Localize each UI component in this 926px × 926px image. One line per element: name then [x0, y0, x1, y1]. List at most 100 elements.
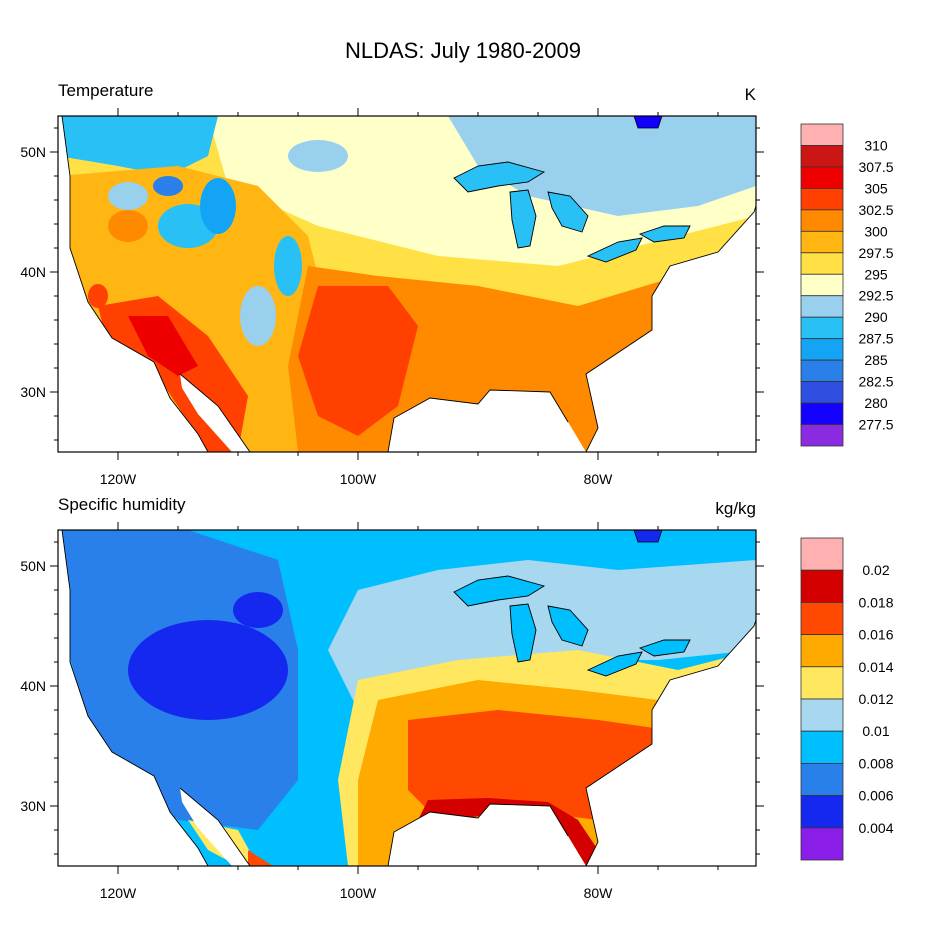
gulf-of-california: [180, 374, 250, 452]
colorbar-box: [800, 381, 844, 404]
humidity-panel: Specific humidity kg/kg 50N 40N 30N 120W 100W 8…: [20, 495, 893, 901]
coastline: [179, 787, 251, 866]
colorbar-box: [800, 795, 844, 829]
colorbar-label: 282.5: [858, 374, 893, 390]
colorbar-box: [800, 666, 844, 700]
lon-label: 80W: [584, 471, 614, 487]
colorbar-box: [800, 123, 844, 146]
contour-region: [288, 140, 348, 172]
colorbar-label: 290: [864, 309, 888, 325]
lon-label: 120W: [100, 885, 137, 901]
lat-label: 40N: [20, 264, 46, 280]
colorbar-box: [800, 295, 844, 318]
colorbar-label: 0.008: [858, 755, 893, 771]
temperature-panel: Temperature K 50N 40N 30N 120W 100W 80W 310 307.5…: [20, 81, 893, 487]
colorbar-box: [800, 730, 844, 764]
colorbar-label: 0.004: [858, 820, 893, 836]
great-lake: [586, 237, 643, 263]
map-field: [58, 116, 756, 452]
great-lake: [547, 191, 589, 233]
james-bay: [633, 530, 663, 543]
colorbar-box: [800, 424, 844, 447]
atlantic-gulf-ocean: [388, 620, 756, 866]
panel-left-string: Temperature: [58, 81, 153, 100]
colorbar-label: 0.02: [862, 562, 889, 578]
great-lake: [453, 575, 546, 607]
lat-label: 50N: [20, 144, 46, 160]
contour-region: [200, 178, 236, 234]
lat-label: 40N: [20, 678, 46, 694]
panel-units: kg/kg: [715, 499, 756, 518]
colorbar-label: 305: [864, 180, 888, 196]
colorbar: 310 307.5 305 302.5 300 297.5 295 292.5 290 287.5…: [800, 123, 894, 447]
colorbar-box: [800, 338, 844, 361]
coastline: [179, 373, 251, 452]
colorbar-box: [800, 827, 844, 861]
colorbar-box: [800, 316, 844, 340]
colorbar-label: 307.5: [858, 159, 893, 175]
colorbar-box: [800, 602, 844, 636]
coastline: [387, 803, 569, 866]
contour-region: [128, 620, 288, 720]
colorbar-box: [800, 252, 844, 275]
map-frame: [57, 115, 757, 453]
colorbar-label: 280: [864, 395, 888, 411]
figure-title: NLDAS: July 1980-2009: [345, 38, 581, 63]
colorbar: 0.02 0.018 0.016 0.014 0.012 0.01 0.008 0.006 0.…: [800, 537, 894, 861]
great-lake: [638, 225, 691, 243]
colorbar-label: 287.5: [858, 331, 893, 347]
contour-region: [233, 592, 283, 628]
map-frame: [57, 529, 757, 867]
contour-region: [108, 182, 148, 210]
colorbar-label: 300: [864, 223, 888, 239]
colorbar-label: 302.5: [858, 202, 893, 218]
colorbar-label: 277.5: [858, 417, 893, 433]
panel-units: K: [745, 85, 757, 104]
great-lake: [547, 605, 589, 647]
pacific-ocean: [58, 116, 208, 452]
contour-region: [248, 850, 273, 866]
colorbar-label: 292.5: [858, 288, 893, 304]
coastline: [585, 205, 756, 452]
pacific-ocean: [58, 530, 208, 866]
great-lake: [509, 189, 537, 249]
coastline: [585, 619, 756, 866]
lat-label: 30N: [20, 798, 46, 814]
colorbar-box: [800, 569, 844, 603]
colorbar-box: [800, 634, 844, 668]
colorbar-label: 310: [864, 137, 888, 153]
colorbar-label: 0.01: [862, 723, 889, 739]
colorbar-box: [800, 359, 844, 382]
contour-region: [240, 286, 276, 346]
contour-region: [58, 116, 218, 176]
lat-label: 30N: [20, 384, 46, 400]
atlantic-gulf-ocean: [388, 206, 756, 452]
colorbar-label: 0.012: [858, 691, 893, 707]
great-lake: [453, 161, 546, 193]
colorbar-box: [800, 698, 844, 732]
colorbar-label: 285: [864, 352, 888, 368]
great-lake: [586, 651, 643, 677]
map-field: [58, 530, 756, 866]
contour-region: [274, 236, 302, 296]
contour-region: [298, 286, 418, 436]
gulf-of-california: [180, 788, 250, 866]
coastline: [387, 389, 569, 452]
contour-region: [128, 316, 198, 376]
lon-label: 120W: [100, 471, 137, 487]
colorbar-box: [800, 273, 844, 297]
colorbar-label: 297.5: [858, 245, 893, 261]
colorbar-box: [800, 209, 844, 232]
colorbar-box: [800, 537, 844, 571]
lon-label: 80W: [584, 885, 614, 901]
colorbar-label: 295: [864, 266, 888, 282]
colorbar-box: [800, 402, 844, 425]
colorbar-box: [800, 763, 844, 797]
colorbar-label: 0.014: [858, 659, 893, 675]
contour-region: [88, 284, 108, 308]
panel-left-string: Specific humidity: [58, 495, 186, 514]
coastline: [61, 116, 209, 452]
colorbar-label: 0.018: [858, 594, 893, 610]
colorbar-box: [800, 187, 844, 211]
